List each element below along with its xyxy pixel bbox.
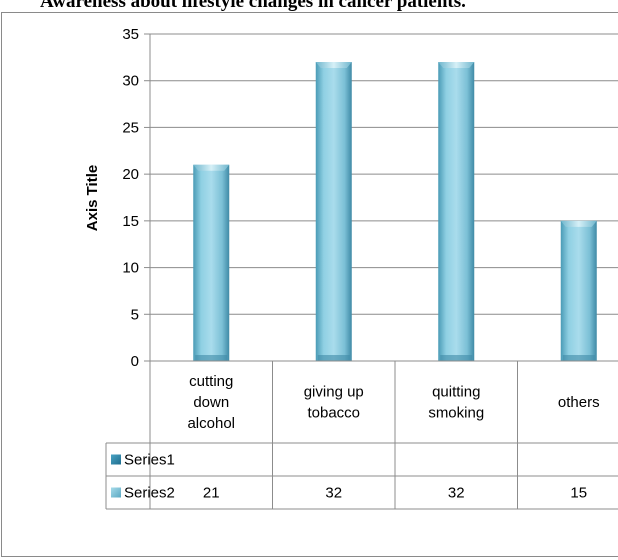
chart-frame	[1, 12, 618, 557]
x-tick-label: smoking	[428, 405, 484, 422]
x-tick-label: cutting	[189, 373, 233, 390]
bar-base	[195, 355, 228, 361]
bar-cap	[193, 164, 230, 171]
x-tick-label: quitting	[432, 384, 480, 401]
y-tick-labels: 0 5 10 15 20 25 30 35	[122, 26, 139, 370]
bars	[193, 62, 597, 362]
chart-title: Awareness about lifestyle changes in can…	[40, 0, 466, 12]
bar	[438, 62, 475, 362]
x-tick-label: tobacco	[307, 405, 360, 422]
y-axis-title: Axis Title	[84, 165, 101, 231]
data-label: 15	[570, 485, 587, 502]
data-label: 32	[325, 485, 342, 502]
y-tick-label: 20	[122, 166, 139, 183]
bar-body	[560, 220, 597, 361]
x-tick-label: down	[193, 394, 229, 411]
bar-body	[193, 164, 230, 361]
bar	[193, 164, 230, 361]
data-table: cutting down alcohol giving up tobacco quitti…	[105, 361, 618, 510]
legend-label: Series2	[124, 485, 175, 502]
y-tick-label: 10	[122, 260, 139, 277]
gridlines	[150, 33, 618, 315]
y-tick-label: 25	[122, 119, 139, 136]
bar-body	[438, 62, 475, 362]
bar-cap	[560, 220, 597, 227]
y-tick-label: 30	[122, 73, 139, 90]
bar	[315, 62, 352, 362]
legend-key-icon	[111, 454, 121, 465]
data-label: 21	[203, 485, 220, 502]
bar-body	[315, 62, 352, 362]
bar-cap	[315, 62, 352, 69]
bar-base	[440, 355, 473, 361]
data-label: 32	[448, 485, 465, 502]
y-tick-label: 15	[122, 213, 139, 230]
bar-cap	[438, 62, 475, 69]
bar-base	[317, 355, 350, 361]
x-tick-label: others	[558, 394, 600, 411]
legend-key-icon	[111, 487, 121, 498]
bar	[560, 220, 597, 361]
x-tick-label: giving up	[304, 384, 364, 401]
y-tick-label: 0	[131, 353, 139, 370]
x-tick-label: alcohol	[187, 415, 235, 432]
legend-label: Series1	[124, 452, 175, 469]
y-tick-label: 5	[131, 306, 139, 323]
bar-base	[562, 355, 595, 361]
y-tick-label: 35	[122, 26, 139, 43]
